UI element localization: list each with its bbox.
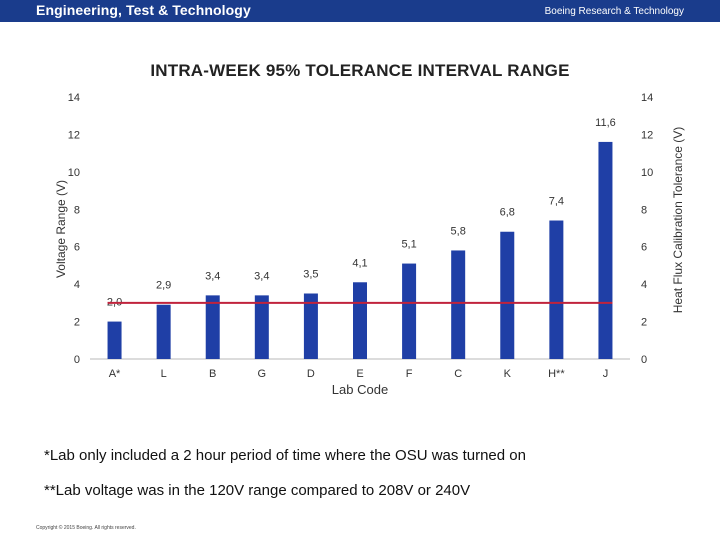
data-label: 5,8 bbox=[451, 225, 466, 237]
y2-axis-title: Heat Flux Calibration Tolerance (V) bbox=[671, 127, 685, 314]
x-tick-label: A* bbox=[109, 368, 121, 380]
bar bbox=[353, 282, 367, 359]
y2-tick-label: 14 bbox=[641, 92, 653, 104]
x-tick-label: D bbox=[307, 368, 315, 380]
y-tick-label: 14 bbox=[68, 92, 80, 104]
x-tick-label: L bbox=[161, 368, 167, 380]
footnote-lab-period: *Lab only included a 2 hour period of ti… bbox=[44, 447, 526, 464]
y-tick-label: 0 bbox=[74, 354, 80, 366]
data-label: 11,6 bbox=[595, 117, 616, 129]
bar bbox=[205, 295, 220, 359]
y-tick-label: 2 bbox=[74, 317, 80, 329]
x-tick-label: H** bbox=[548, 368, 565, 380]
y2-tick-label: 2 bbox=[641, 317, 647, 329]
bar bbox=[107, 321, 122, 359]
y-tick-label: 8 bbox=[74, 204, 80, 216]
bar bbox=[598, 141, 613, 359]
bar bbox=[402, 263, 417, 359]
y-axis-title: Voltage Range (V) bbox=[54, 180, 68, 278]
data-label: 3,4 bbox=[205, 270, 220, 282]
y-tick-label: 6 bbox=[74, 242, 80, 254]
data-label: 6,8 bbox=[500, 207, 515, 219]
y2-tick-label: 0 bbox=[641, 354, 647, 366]
x-tick-label: J bbox=[603, 368, 609, 380]
x-tick-label: G bbox=[258, 368, 267, 380]
bar bbox=[303, 293, 318, 359]
x-tick-label: K bbox=[504, 368, 512, 380]
data-label: 7,4 bbox=[549, 196, 564, 208]
x-tick-label: E bbox=[356, 368, 363, 380]
bar bbox=[500, 231, 515, 359]
data-label: 5,1 bbox=[401, 239, 416, 251]
y2-tick-label: 10 bbox=[641, 167, 653, 179]
x-tick-label: B bbox=[209, 368, 216, 380]
header-bar: Engineering, Test & Technology Boeing Re… bbox=[0, 0, 720, 22]
data-label: 3,5 bbox=[303, 269, 318, 281]
footnote-lab-voltage: **Lab voltage was in the 120V range comp… bbox=[44, 482, 471, 499]
bar bbox=[549, 220, 564, 359]
data-label: 2,9 bbox=[156, 280, 171, 292]
x-tick-label: C bbox=[454, 368, 462, 380]
y2-tick-label: 8 bbox=[641, 204, 647, 216]
bar bbox=[156, 304, 171, 359]
y-tick-label: 4 bbox=[74, 279, 80, 291]
copyright-text: Copyright © 2015 Boeing. All rights rese… bbox=[36, 525, 136, 531]
chart-title: INTRA-WEEK 95% TOLERANCE INTERVAL RANGE bbox=[150, 61, 570, 80]
brand-title: Engineering, Test & Technology bbox=[36, 2, 251, 18]
bar bbox=[254, 295, 269, 359]
y2-tick-label: 12 bbox=[641, 129, 653, 141]
x-axis-title: Lab Code bbox=[332, 382, 388, 397]
y2-tick-label: 4 bbox=[641, 279, 647, 291]
y2-tick-label: 6 bbox=[641, 242, 647, 254]
x-tick-label: F bbox=[406, 368, 413, 380]
data-label: 3,4 bbox=[254, 270, 269, 282]
data-label: 4,1 bbox=[352, 257, 367, 269]
bar bbox=[451, 250, 466, 359]
company-name: Boeing Research & Technology bbox=[544, 6, 684, 17]
y-tick-label: 12 bbox=[68, 129, 80, 141]
y-tick-label: 10 bbox=[68, 167, 80, 179]
